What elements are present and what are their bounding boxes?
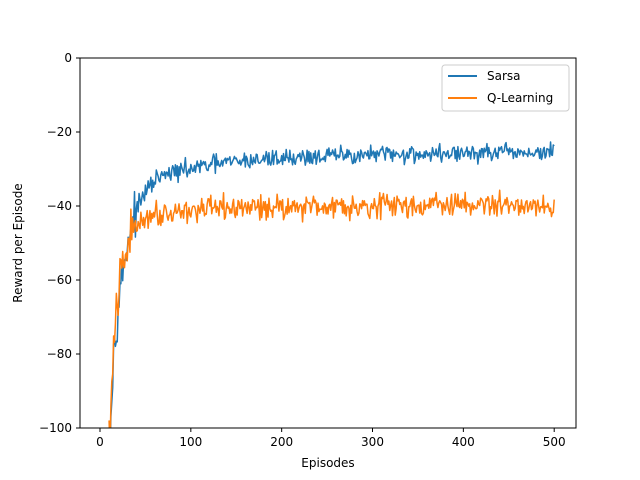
x-tick-label: 0	[96, 435, 104, 449]
legend: Sarsa Q-Learning	[441, 64, 570, 112]
x-tick-label: 300	[361, 435, 384, 449]
series-line-sarsa	[109, 141, 555, 428]
x-tick-label: 500	[543, 435, 566, 449]
plot-frame	[79, 57, 577, 429]
y-tick-label: −80	[47, 347, 72, 361]
x-axis: 0 100 200 300 400 500	[96, 428, 566, 449]
x-tick-label: 400	[452, 435, 475, 449]
y-axis-label: Reward per Episode	[11, 183, 25, 302]
y-tick-label: 0	[64, 51, 72, 65]
y-tick-label: −60	[47, 273, 72, 287]
plot-background	[80, 58, 576, 428]
x-tick-label: 200	[270, 435, 293, 449]
series-layer	[108, 141, 555, 428]
legend-label-q-learning: Q-Learning	[487, 91, 553, 105]
y-axis: −100 −80 −60 −40 −20 0	[39, 51, 80, 435]
y-tick-label: −100	[39, 421, 72, 435]
x-tick-label: 100	[179, 435, 202, 449]
series-line-q-learning	[108, 189, 555, 428]
y-tick-label: −20	[47, 125, 72, 139]
y-tick-label: −40	[47, 199, 72, 213]
x-axis-label: Episodes	[301, 456, 354, 470]
legend-label-sarsa: Sarsa	[487, 69, 521, 83]
